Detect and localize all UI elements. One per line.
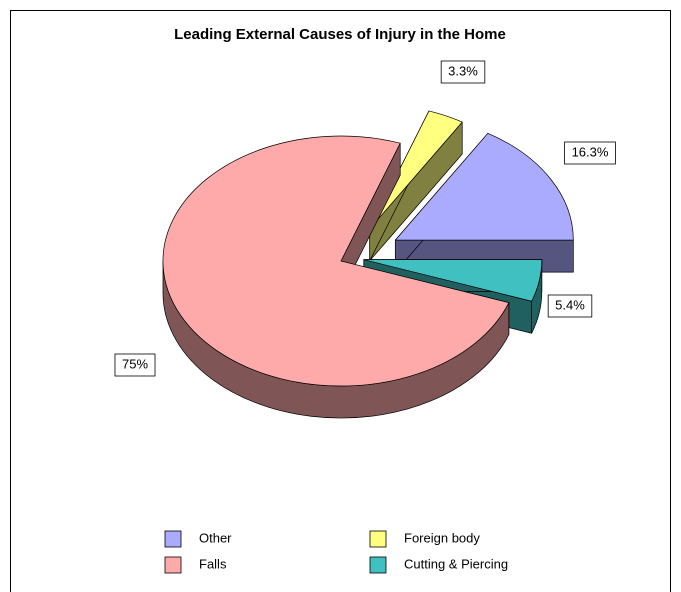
legend-label: Other bbox=[199, 530, 232, 545]
legend-label: Foreign body bbox=[404, 530, 480, 545]
legend-swatch bbox=[164, 556, 182, 574]
legend-label: Cutting & Piercing bbox=[404, 556, 508, 571]
legend-swatch bbox=[164, 530, 182, 548]
data-label: 75% bbox=[122, 356, 148, 371]
data-label-box bbox=[440, 60, 486, 84]
pie-slice bbox=[369, 110, 463, 230]
data-label-box bbox=[564, 141, 616, 165]
pie-slice bbox=[162, 135, 510, 387]
data-label: 16.3% bbox=[572, 144, 609, 159]
legend-label: Falls bbox=[199, 556, 227, 571]
data-label-box bbox=[547, 294, 593, 318]
legend-swatch bbox=[369, 556, 387, 574]
data-label: 5.4% bbox=[555, 297, 585, 312]
data-label: 3.3% bbox=[448, 63, 478, 78]
data-label-box bbox=[114, 353, 156, 377]
pie-slice bbox=[363, 259, 543, 302]
legend-swatch bbox=[369, 530, 387, 548]
chart-title: Leading External Causes of Injury in the… bbox=[174, 26, 506, 43]
pie-slice bbox=[394, 132, 574, 241]
